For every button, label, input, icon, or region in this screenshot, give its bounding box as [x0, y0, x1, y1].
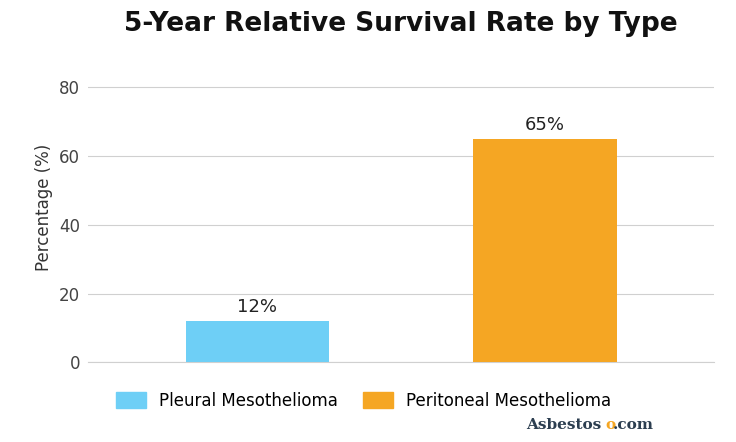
Legend: Pleural Mesothelioma, Peritoneal Mesothelioma: Pleural Mesothelioma, Peritoneal Mesothe… — [116, 392, 612, 410]
Text: 65%: 65% — [525, 116, 565, 134]
Text: o: o — [605, 418, 615, 432]
Y-axis label: Percentage (%): Percentage (%) — [35, 144, 53, 271]
Bar — [473, 139, 617, 362]
Text: 12%: 12% — [238, 298, 277, 316]
Bar — [185, 321, 329, 362]
Text: .com: .com — [612, 418, 654, 432]
Text: Asbestos: Asbestos — [526, 418, 601, 432]
Title: 5-Year Relative Survival Rate by Type: 5-Year Relative Survival Rate by Type — [124, 11, 678, 37]
